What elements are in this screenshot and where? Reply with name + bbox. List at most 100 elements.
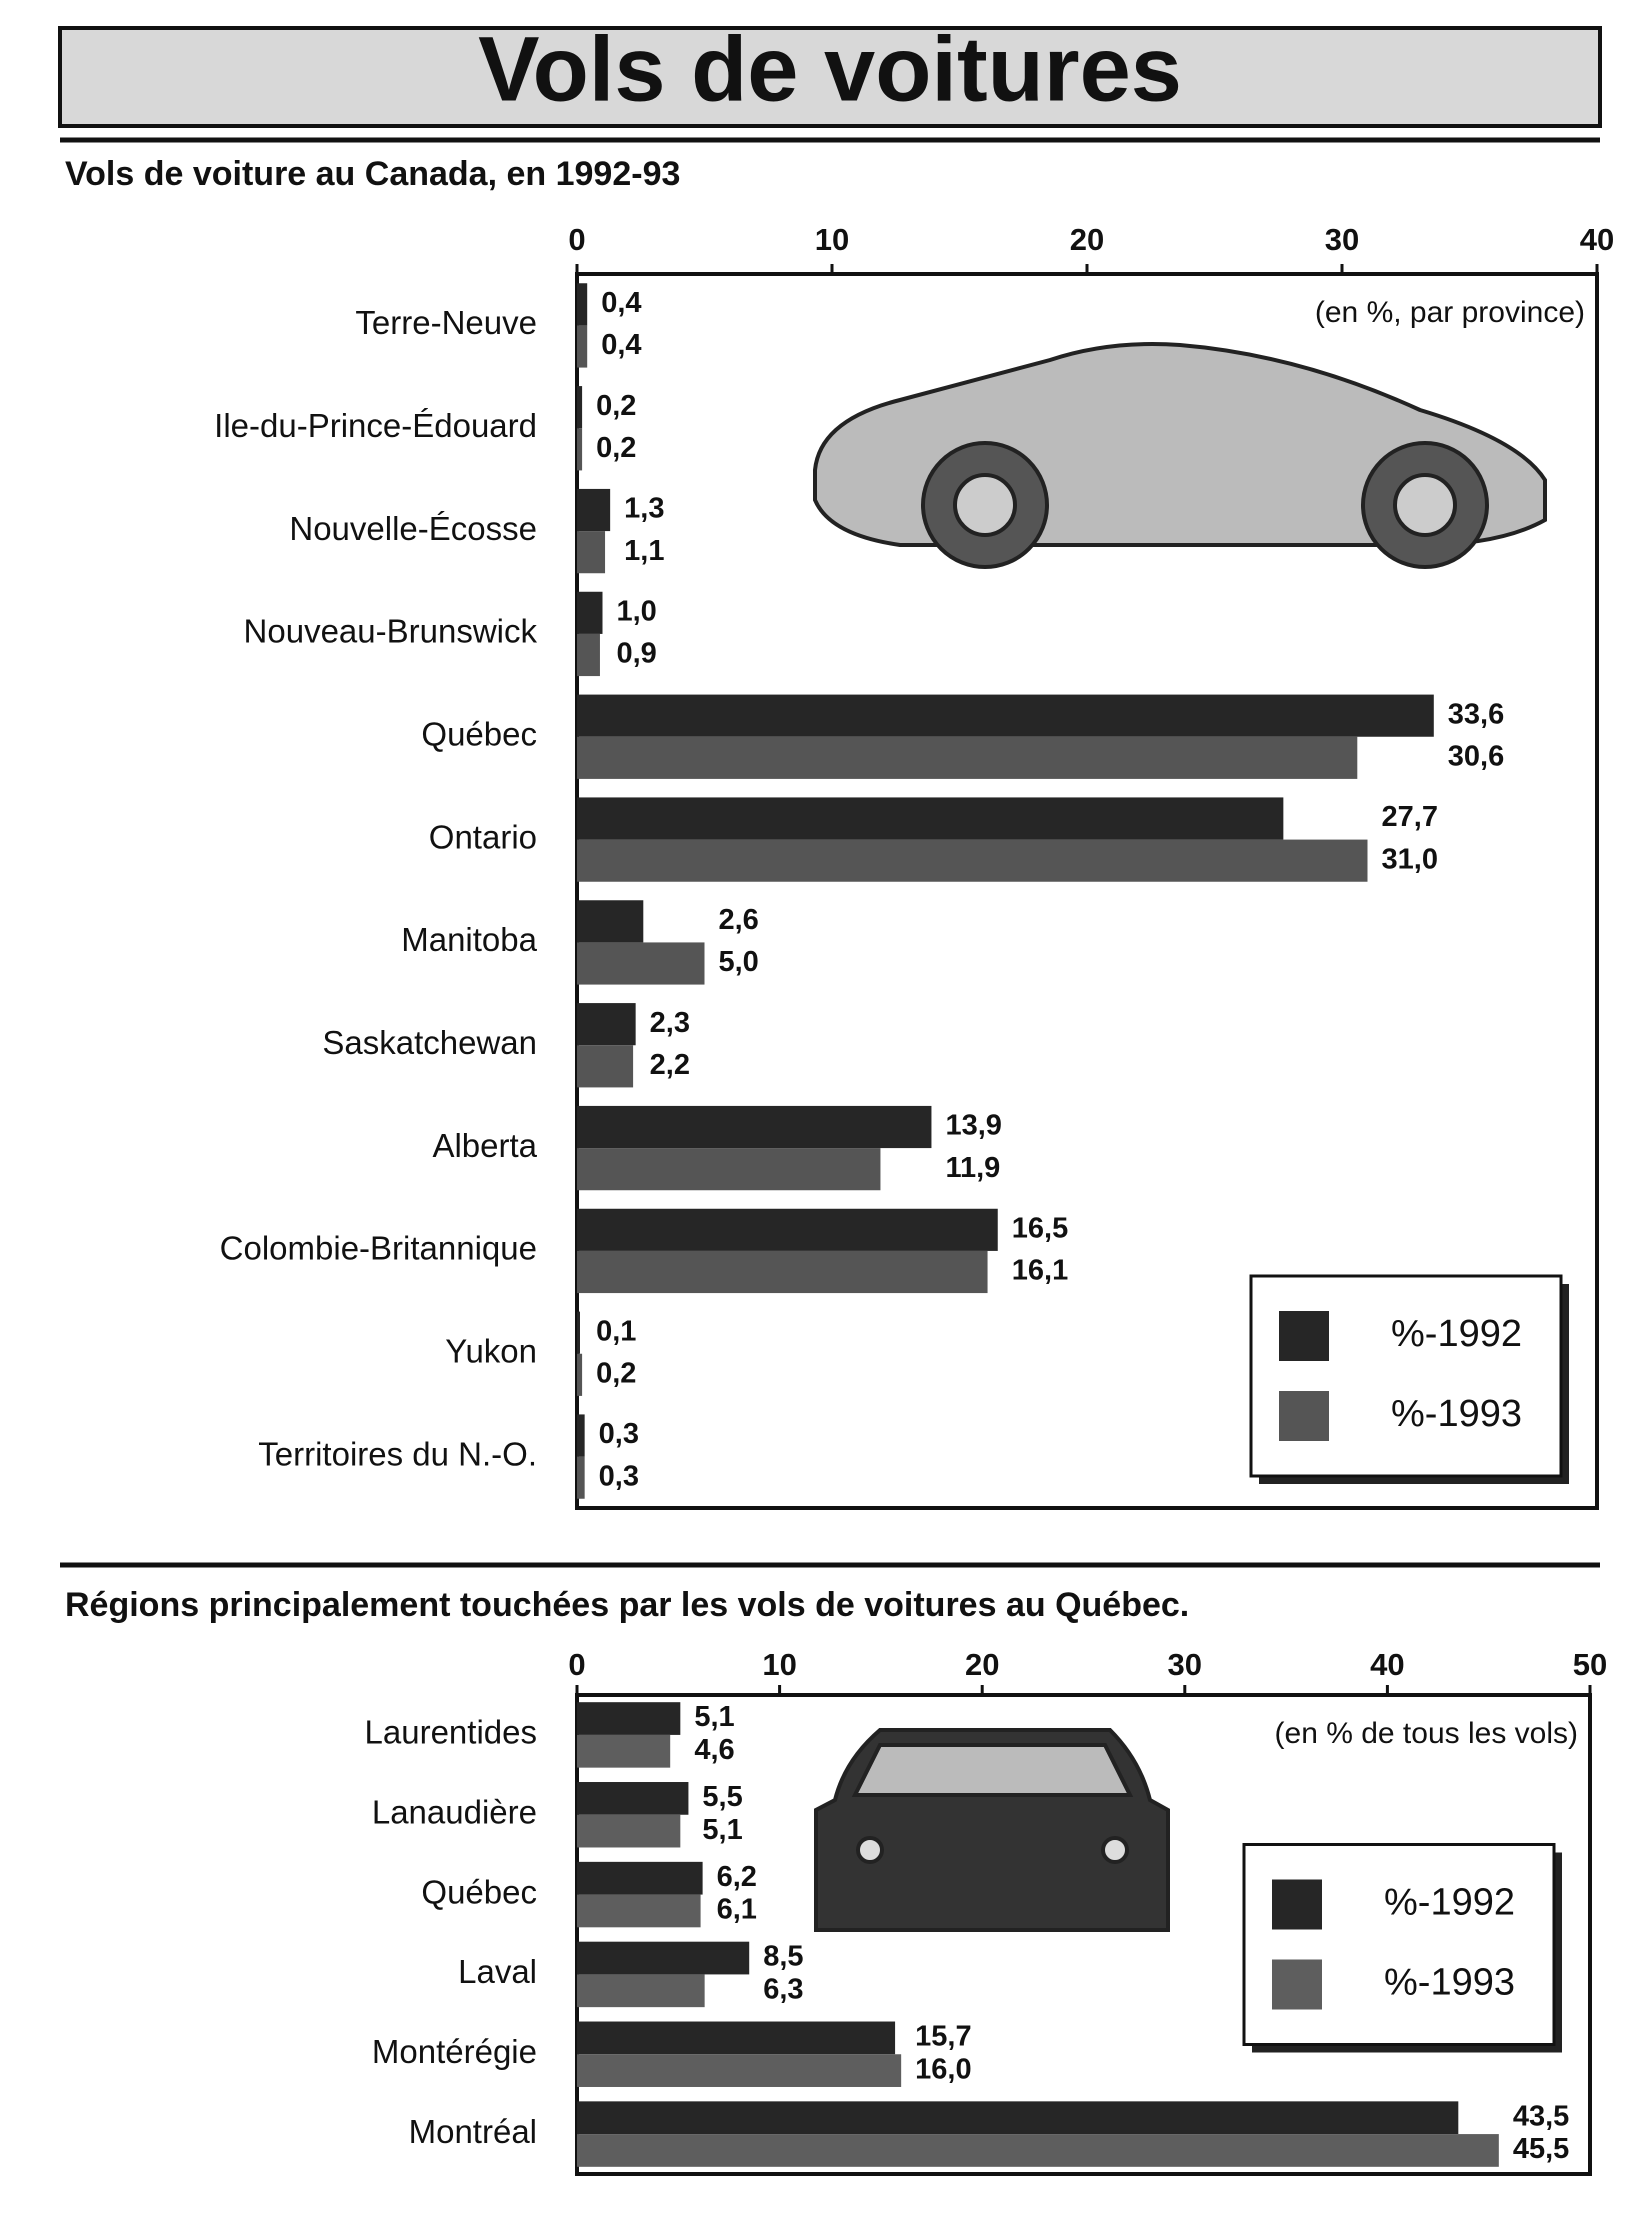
page: Vols de voitures Vols de voiture au Cana… (0, 0, 1632, 2213)
value-label: 11,9 (945, 1152, 1000, 1184)
bar (577, 1209, 998, 1251)
x-tick-label: 50 (1573, 1647, 1607, 1682)
bar (577, 428, 582, 470)
category-label: Manitoba (401, 921, 537, 958)
value-label: 1,3 (624, 493, 664, 525)
legend-swatch (1279, 1391, 1329, 1441)
bar (577, 1782, 688, 1815)
value-label: 1,0 (617, 595, 657, 627)
bar (577, 2022, 895, 2055)
bar (577, 1895, 701, 1928)
value-label: 0,1 (596, 1315, 636, 1347)
annotation: (en %, par province) (1315, 296, 1585, 329)
value-label: 5,1 (702, 1814, 742, 1846)
bar (577, 1354, 582, 1396)
category-label: Terre-Neuve (355, 304, 537, 341)
value-label: 0,3 (599, 1460, 639, 1492)
category-label: Montérégie (372, 2033, 537, 2070)
bar (577, 1735, 670, 1768)
value-label: 0,4 (601, 287, 641, 319)
bar (577, 2054, 901, 2087)
category-label: Alberta (432, 1127, 537, 1164)
bar (577, 489, 610, 531)
category-label: Nouveau-Brunswick (244, 613, 538, 650)
value-label: 43,5 (1513, 2100, 1569, 2132)
value-label: 6,3 (763, 1973, 803, 2005)
bar (577, 1312, 580, 1354)
bar (577, 1702, 680, 1735)
bar (577, 1974, 705, 2007)
bar (577, 386, 582, 428)
bar (577, 1003, 636, 1045)
category-label: Saskatchewan (322, 1024, 537, 1061)
value-label: 16,1 (1012, 1255, 1068, 1287)
value-label: 2,3 (650, 1007, 690, 1039)
x-tick-label: 10 (815, 222, 849, 257)
category-label: Yukon (445, 1332, 537, 1369)
bar (577, 1251, 988, 1293)
value-label: 0,2 (596, 1357, 636, 1389)
category-label: Territoires du N.-O. (258, 1435, 537, 1472)
value-label: 16,5 (1012, 1212, 1068, 1244)
legend-box (1244, 1845, 1554, 2045)
category-label: Nouvelle-Écosse (289, 510, 537, 547)
category-label: Québec (421, 715, 537, 752)
x-tick-label: 30 (1325, 222, 1359, 257)
bar (577, 1414, 585, 1456)
bar (577, 1106, 931, 1148)
value-label: 0,4 (601, 329, 641, 361)
legend-swatch (1279, 1311, 1329, 1361)
bar (577, 283, 587, 325)
legend-swatch (1272, 1960, 1322, 2010)
value-label: 15,7 (915, 2021, 971, 2053)
bar (577, 1862, 703, 1895)
category-label: Colombie-Britannique (220, 1230, 537, 1267)
value-label: 27,7 (1382, 801, 1438, 833)
bar (577, 531, 605, 573)
car-illustration (815, 344, 1545, 567)
bar (577, 1148, 880, 1190)
bar (577, 840, 1368, 882)
value-label: 0,9 (617, 638, 657, 670)
value-label: 5,5 (702, 1781, 742, 1813)
x-tick-label: 10 (762, 1647, 796, 1682)
legend-label: %-1993 (1391, 1393, 1522, 1435)
value-label: 2,6 (719, 904, 759, 936)
bar (577, 1457, 585, 1499)
bar (577, 1045, 633, 1087)
category-label: Ontario (429, 818, 537, 855)
bar (577, 695, 1434, 737)
value-label: 6,1 (717, 1894, 757, 1926)
annotation: (en % de tous les vols) (1275, 1717, 1578, 1750)
value-label: 45,5 (1513, 2133, 1569, 2165)
category-label: Ile-du-Prince-Édouard (214, 407, 537, 444)
x-tick-label: 0 (568, 222, 585, 257)
category-label: Laval (458, 1953, 537, 1990)
x-tick-label: 0 (568, 1647, 585, 1682)
value-label: 13,9 (945, 1110, 1001, 1142)
value-label: 5,0 (719, 946, 759, 978)
legend-label: %-1992 (1384, 1882, 1515, 1924)
x-tick-label: 20 (1070, 222, 1104, 257)
value-label: 5,1 (694, 1701, 734, 1733)
x-tick-label: 40 (1370, 1647, 1404, 1682)
bar (577, 737, 1357, 779)
legend-box (1251, 1276, 1561, 1476)
x-tick-label: 30 (1168, 1647, 1202, 1682)
category-label: Montréal (409, 2113, 537, 2150)
bar (577, 797, 1283, 839)
bar (577, 634, 600, 676)
value-label: 0,3 (599, 1418, 639, 1450)
value-label: 30,6 (1448, 740, 1504, 772)
bar (577, 2101, 1458, 2134)
legend-label: %-1992 (1391, 1313, 1522, 1355)
legend-swatch (1272, 1880, 1322, 1930)
chart-subtitle: Vols de voiture au Canada, en 1992-93 (65, 155, 680, 193)
value-label: 0,2 (596, 390, 636, 422)
category-label: Québec (421, 1873, 537, 1910)
value-label: 16,0 (915, 2053, 971, 2085)
value-label: 31,0 (1382, 843, 1438, 875)
legend-label: %-1993 (1384, 1962, 1515, 2004)
value-label: 6,2 (717, 1861, 757, 1893)
bar (577, 1815, 680, 1848)
